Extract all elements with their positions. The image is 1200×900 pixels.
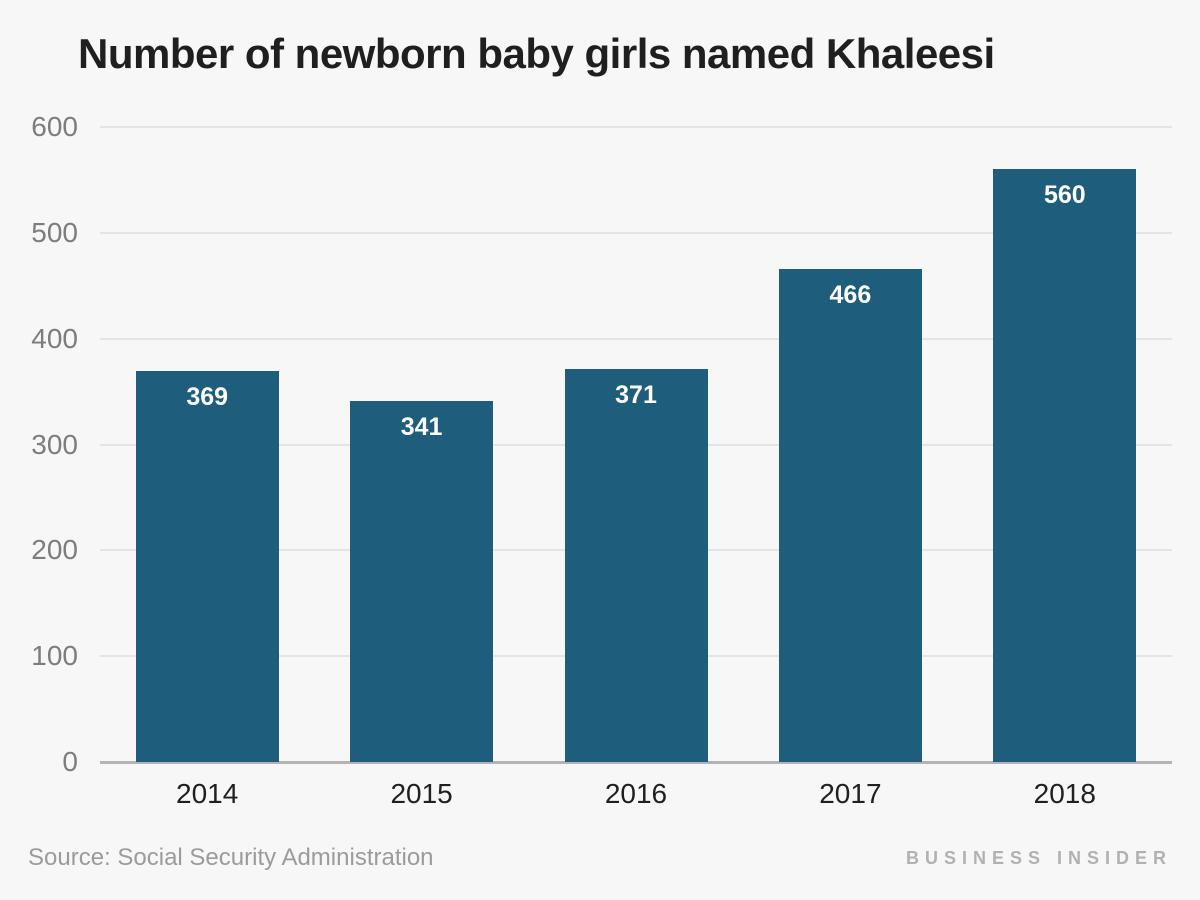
x-axis-line — [100, 761, 1172, 764]
x-axis-tick-label: 2018 — [1033, 778, 1096, 809]
bar-value-label: 371 — [615, 381, 657, 410]
y-axis-tick-label: 500 — [31, 216, 78, 248]
bar-2018: 560 — [993, 169, 1137, 762]
bar-value-label: 341 — [400, 413, 443, 442]
bar-value-label: 560 — [1043, 181, 1086, 210]
x-axis-tick-label: 2015 — [390, 778, 453, 809]
bar-2017: 466 — [778, 268, 922, 762]
bar-2014: 369 — [135, 371, 279, 762]
y-axis-tick-label: 200 — [31, 534, 78, 566]
y-axis-tick-label: 400 — [31, 322, 78, 354]
bar-2016: 371 — [564, 369, 708, 762]
gridline-y-600 — [100, 126, 1172, 128]
y-axis-tick-label: 300 — [31, 428, 78, 460]
source-caption: Source: Social Security Administration — [28, 844, 434, 871]
bar-value-label: 369 — [186, 383, 229, 412]
chart-title: Number of newborn baby girls named Khale… — [78, 30, 995, 77]
x-axis-tick-label: 2017 — [819, 778, 882, 809]
gridline-y-500 — [100, 231, 1172, 234]
bar-2015: 341 — [350, 401, 494, 762]
gridline-y-400 — [100, 337, 1172, 340]
y-axis-tick-label: 600 — [31, 111, 78, 142]
y-axis-tick-label: 0 — [62, 746, 78, 777]
brand-logo: BUSINESS INSIDER — [905, 848, 1172, 868]
x-axis-tick-label: 2016 — [604, 778, 668, 809]
bar-value-label: 466 — [829, 280, 872, 309]
y-axis-tick-label: 100 — [31, 640, 78, 672]
x-axis-tick-label: 2014 — [176, 778, 239, 809]
